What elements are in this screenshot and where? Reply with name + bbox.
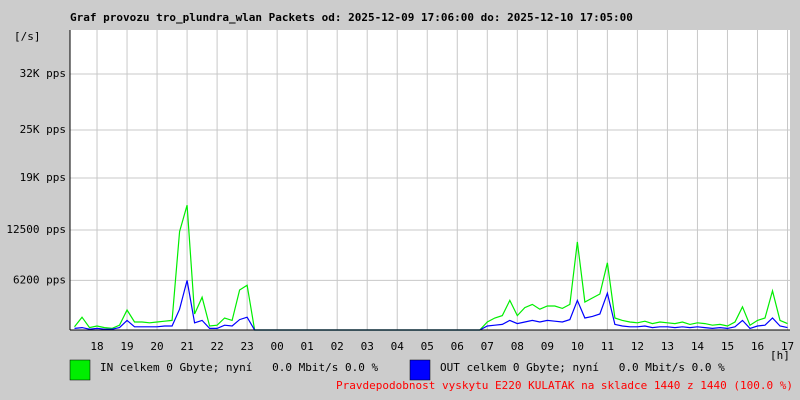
y-unit: [/s] [14, 30, 41, 43]
x-tick-label: 07 [481, 340, 494, 353]
x-tick-label: 12 [631, 340, 644, 353]
legend-swatch [69, 359, 91, 381]
x-tick-label: 05 [421, 340, 434, 353]
x-tick-label: 08 [511, 340, 524, 353]
x-tick-label: 03 [361, 340, 374, 353]
y-tick-label: 6200 pps [13, 273, 66, 286]
y-tick-label: 12500 pps [6, 223, 66, 236]
x-tick-label: 10 [571, 340, 584, 353]
x-tick-label: 23 [241, 340, 254, 353]
x-tick-label: 16 [751, 340, 764, 353]
legend-label: IN celkem 0 Gbyte; nyní 0.0 Mbit/s 0.0 % [100, 361, 379, 374]
x-tick-label: 22 [210, 340, 223, 353]
x-tick-label: 02 [331, 340, 344, 353]
y-tick-label: 32K pps [20, 67, 66, 80]
legend-label: OUT celkem 0 Gbyte; nyní 0.0 Mbit/s 0.0 … [440, 361, 725, 374]
plot-area [70, 30, 790, 330]
x-tick-label: 15 [721, 340, 734, 353]
x-tick-label: 01 [301, 340, 314, 353]
chart-title: Graf provozu tro_plundra_wlan Packets od… [70, 11, 633, 24]
legend-swatch [409, 359, 431, 381]
x-tick-label: 20 [150, 340, 163, 353]
y-tick-label: 19K pps [20, 171, 66, 184]
footer-note: Pravdepodobnost vyskytu E220 KULATAK na … [336, 379, 793, 392]
x-tick-label: 14 [691, 340, 705, 353]
x-tick-label: 06 [451, 340, 464, 353]
x-tick-label: 19 [120, 340, 133, 353]
x-unit: [h] [770, 349, 790, 362]
x-tick-label: 18 [90, 340, 103, 353]
x-tick-label: 09 [541, 340, 554, 353]
x-tick-label: 11 [601, 340, 614, 353]
x-tick-label: 17 [781, 340, 794, 353]
x-tick-label: 21 [180, 340, 193, 353]
x-tick-label: 13 [661, 340, 674, 353]
grid [70, 30, 790, 330]
x-tick-label: 00 [271, 340, 284, 353]
y-tick-label: 25K pps [20, 123, 66, 136]
x-tick-label: 04 [391, 340, 405, 353]
